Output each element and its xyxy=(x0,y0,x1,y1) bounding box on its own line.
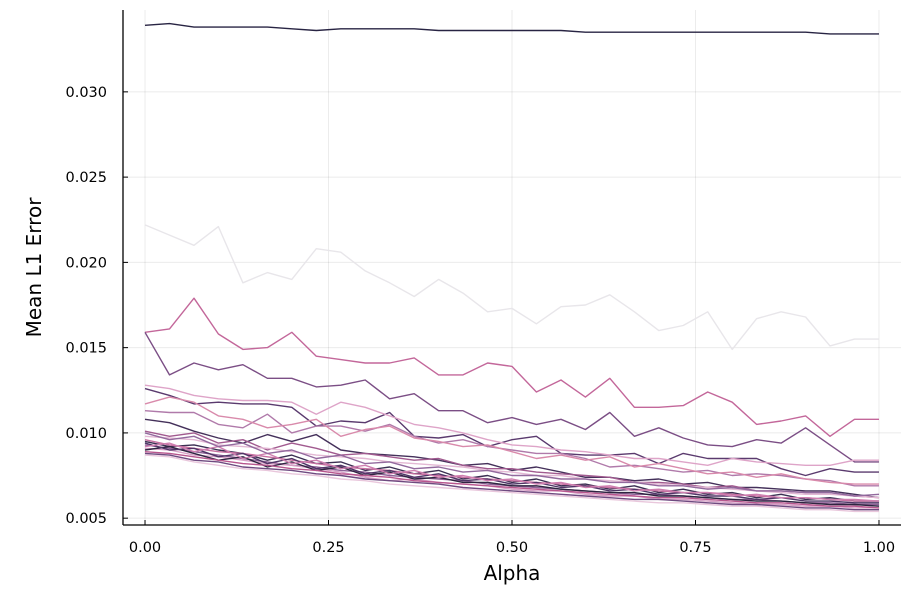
x-axis-title: Alpha xyxy=(484,561,541,585)
series-line-20 xyxy=(144,442,879,504)
y-axis-title: Mean L1 Error xyxy=(22,197,46,338)
series-line-9 xyxy=(144,418,880,499)
series-line-2 xyxy=(144,297,879,437)
series-line-19 xyxy=(144,454,879,513)
series-line-3 xyxy=(144,331,879,463)
x-tick-label: 0.75 xyxy=(679,540,711,556)
series-line-13 xyxy=(144,439,879,502)
y-tick-label: 0.010 xyxy=(65,426,107,442)
series-line-4 xyxy=(144,22,879,35)
series-line-18 xyxy=(144,452,879,511)
series-line-8 xyxy=(144,396,879,485)
y-tick-label: 0.025 xyxy=(65,170,107,186)
x-tick-label: 1.00 xyxy=(863,540,895,556)
series-line-17 xyxy=(144,451,880,509)
series-line-1 xyxy=(144,224,879,351)
series-line-7 xyxy=(144,410,879,487)
series-line-22 xyxy=(144,432,880,497)
series-line-16 xyxy=(144,445,880,507)
grid xyxy=(123,10,901,525)
x-tick-label: 0.50 xyxy=(496,540,528,556)
series-line-5 xyxy=(144,387,879,477)
x-tick-label: 0.25 xyxy=(312,540,344,556)
y-tick-label: 0.015 xyxy=(65,341,107,357)
y-tick-label: 0.005 xyxy=(65,511,107,527)
x-tick-label: 0.00 xyxy=(129,540,161,556)
y-tick-label: 0.020 xyxy=(65,255,107,271)
y-tick-label: 0.030 xyxy=(65,85,107,101)
series-lines xyxy=(144,22,880,513)
tick-labels: 0.00 0.25 0.50 0.75 1.00 0.005 0.010 0.015 0.020… xyxy=(65,85,895,556)
series-line-6 xyxy=(144,384,879,466)
series-line-12 xyxy=(144,440,879,502)
